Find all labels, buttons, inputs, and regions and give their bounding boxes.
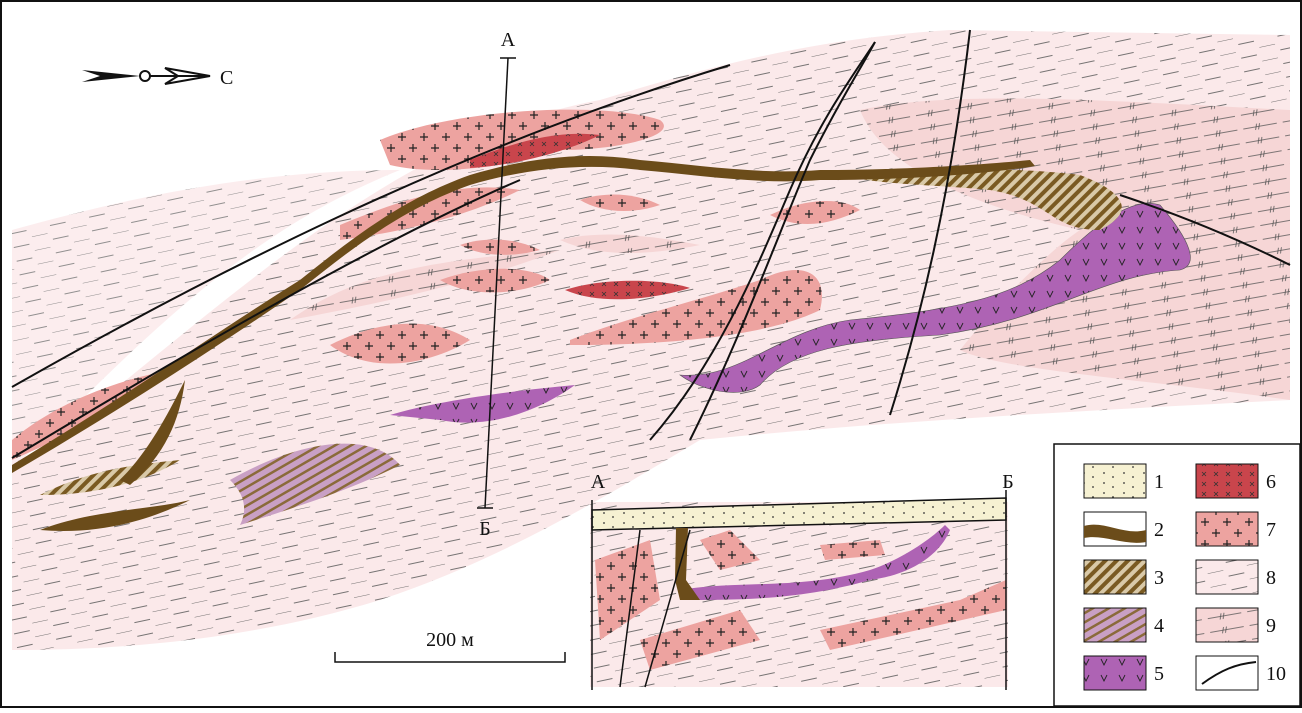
legend-swatch: [1084, 560, 1146, 594]
section-start-label: А: [501, 29, 516, 51]
cross-section: [590, 490, 1008, 690]
legend-swatch: [1084, 608, 1146, 642]
legend-swatch: [1196, 560, 1258, 594]
legend-number: 7: [1266, 519, 1276, 541]
legend-swatch: [1084, 656, 1146, 690]
legend-number: 9: [1266, 615, 1276, 637]
legend-swatch: [1196, 512, 1258, 546]
legend-number: 3: [1154, 567, 1164, 589]
north-label: С: [220, 67, 233, 89]
legend-number: 2: [1154, 519, 1164, 541]
legend-number: 4: [1154, 615, 1164, 637]
legend-number: 1: [1154, 471, 1164, 493]
scale-label: 200 м: [426, 629, 474, 651]
page: {"north_arrow": {"label": "С"}, "section…: [0, 0, 1302, 713]
section-end-label: Б: [479, 518, 490, 540]
legend-swatch: [1084, 464, 1146, 498]
geologic-map: А Б С 200 м А Б 1 2 3 4 5 6 7 8 9 10: [0, 0, 1302, 708]
legend-swatch: [1196, 656, 1258, 690]
legend-swatch: [1196, 608, 1258, 642]
legend-number: 5: [1154, 663, 1164, 685]
legend-swatch: [1196, 464, 1258, 498]
legend-number: 6: [1266, 471, 1276, 493]
cross-section-end: Б: [1002, 471, 1013, 493]
legend-number: 8: [1266, 567, 1276, 589]
cross-section-start: А: [591, 471, 606, 493]
legend-number: 10: [1266, 663, 1286, 685]
